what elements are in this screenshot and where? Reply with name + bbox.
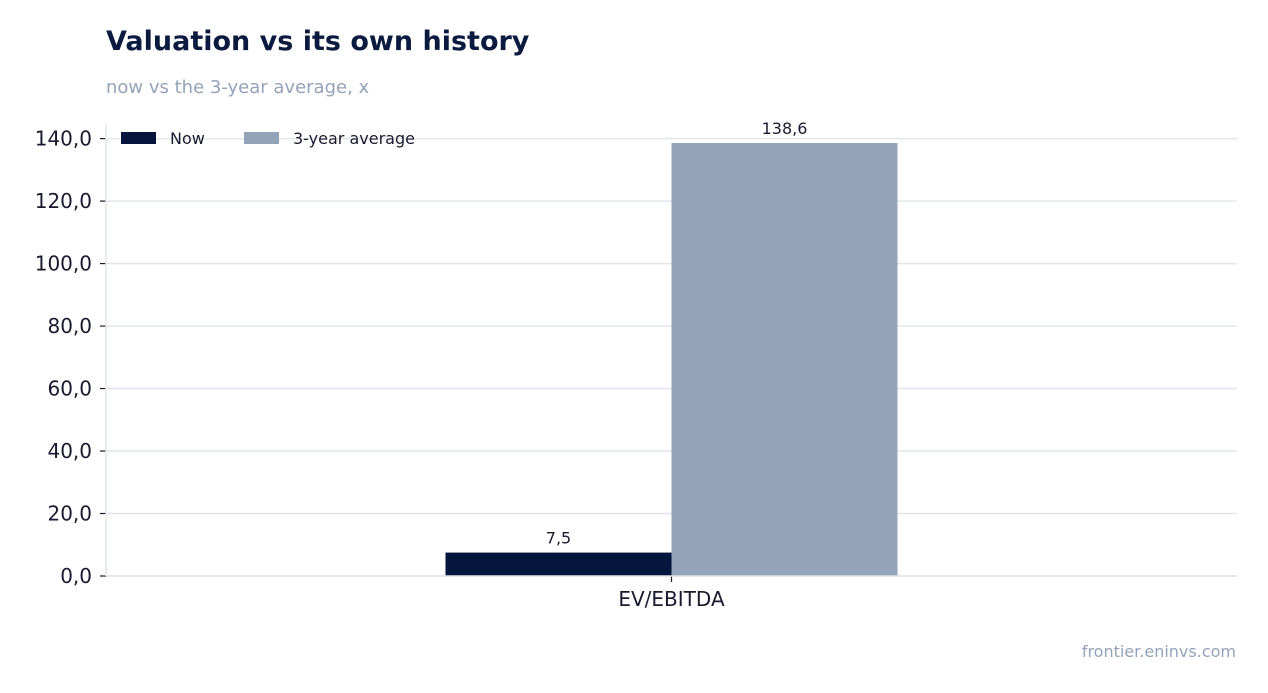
x-tick-label: EV/EBITDA bbox=[618, 587, 725, 611]
chart-subtitle: now vs the 3-year average, x bbox=[106, 77, 370, 98]
data-label: 138,6 bbox=[762, 119, 808, 138]
y-tick-label: 140,0 bbox=[35, 127, 92, 151]
y-tick-label: 40,0 bbox=[47, 439, 92, 463]
bar-3-year-average bbox=[671, 142, 898, 576]
y-tick-label: 100,0 bbox=[35, 252, 92, 276]
y-tick-label: 20,0 bbox=[47, 502, 92, 526]
source-link[interactable]: frontier.eninvs.com bbox=[1081, 642, 1236, 661]
legend-label: 3-year average bbox=[293, 129, 415, 148]
y-tick-label: 80,0 bbox=[47, 314, 92, 338]
x-axis: EV/EBITDA bbox=[106, 575, 1237, 611]
data-label: 7,5 bbox=[546, 529, 571, 548]
y-tick-label: 120,0 bbox=[35, 189, 92, 213]
bars: 7,5 138,6 bbox=[445, 119, 898, 576]
y-axis: 0,0 20,0 40,0 60,0 80,0 100,0 120,0 140,0 bbox=[35, 123, 107, 588]
bar-now bbox=[445, 552, 672, 576]
y-tick-label: 60,0 bbox=[47, 377, 92, 401]
chart-title: Valuation vs its own history bbox=[106, 26, 530, 57]
legend-swatch bbox=[244, 132, 279, 144]
legend: Now 3-year average bbox=[121, 129, 415, 148]
legend-swatch bbox=[121, 132, 156, 144]
y-tick-label: 0,0 bbox=[60, 564, 92, 588]
legend-label: Now bbox=[170, 129, 205, 148]
